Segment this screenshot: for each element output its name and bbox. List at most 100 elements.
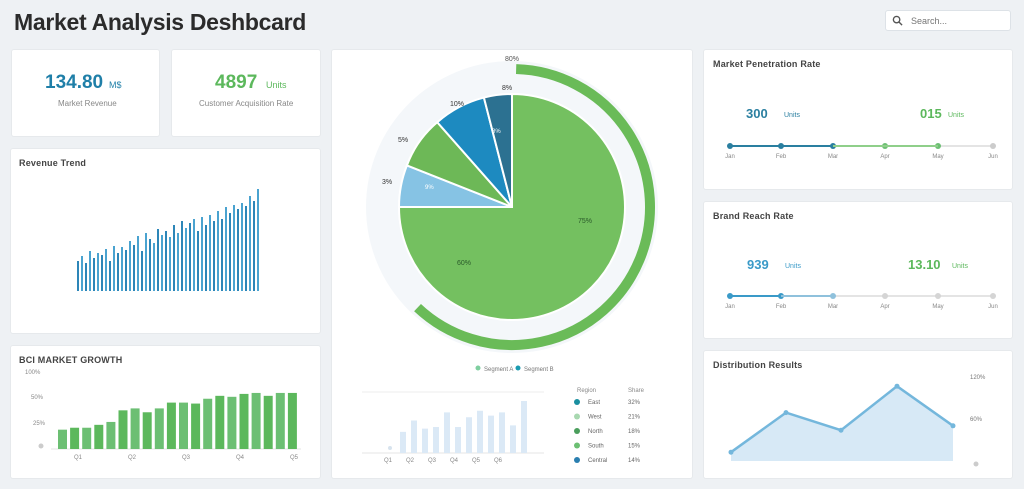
progress-dot bbox=[990, 293, 996, 299]
progress-right-value: 13.10 bbox=[908, 257, 941, 272]
card-title: BCI MARKET GROWTH bbox=[19, 355, 123, 365]
growth-bar bbox=[58, 429, 67, 449]
x-tick-label: Q6 bbox=[494, 458, 503, 464]
trend-bar bbox=[213, 221, 215, 291]
progress-step-label: Jan bbox=[725, 154, 735, 160]
progress-dot bbox=[882, 293, 888, 299]
progress-dot bbox=[935, 293, 941, 299]
growth-bar bbox=[94, 424, 104, 449]
legend-dot bbox=[515, 365, 521, 371]
growth-bar bbox=[118, 410, 128, 449]
progress-dot bbox=[990, 143, 996, 149]
pie-label: 8% bbox=[502, 85, 512, 92]
trend-bar bbox=[165, 231, 167, 291]
table-row-name: West bbox=[588, 415, 602, 421]
x-tick-label: Q4 bbox=[450, 458, 459, 464]
search-icon bbox=[892, 15, 903, 26]
table-row-value: 18% bbox=[628, 429, 641, 435]
trend-bar bbox=[161, 235, 163, 291]
progress-left-value: 300 bbox=[746, 106, 768, 121]
trend-bar bbox=[249, 196, 251, 291]
trend-bar bbox=[185, 228, 187, 291]
trend-bar bbox=[177, 233, 179, 291]
line-point bbox=[894, 383, 900, 389]
growth-bar bbox=[239, 393, 249, 449]
mini-bar bbox=[477, 410, 483, 453]
legend-dot bbox=[973, 461, 979, 467]
table-row-value: 21% bbox=[628, 415, 641, 421]
market-growth-card: BCI MARKET GROWTH 100% 50% 25% Q1 Q2 Q3 Q4 Q5 bbox=[11, 346, 320, 478]
x-tick-label: Q2 bbox=[128, 455, 137, 461]
table-row-swatch bbox=[574, 457, 580, 463]
distribution-card: Distribution Results 120% 60% bbox=[704, 351, 1012, 478]
progress-right-value: 015 bbox=[920, 106, 942, 121]
growth-bar bbox=[191, 403, 201, 449]
growth-bar bbox=[154, 408, 164, 449]
search-box[interactable] bbox=[885, 10, 1011, 31]
growth-bar bbox=[130, 408, 140, 449]
trend-bar bbox=[141, 251, 143, 291]
pie-label: 5% bbox=[398, 137, 408, 144]
card-title: Revenue Trend bbox=[19, 158, 87, 168]
progress-step-label: Apr bbox=[880, 304, 889, 310]
growth-bar bbox=[287, 392, 297, 449]
pie-label: 9% bbox=[425, 185, 434, 191]
legend-label: Segment B bbox=[524, 367, 554, 373]
trend-bar bbox=[205, 225, 207, 291]
table-row-value: 15% bbox=[628, 444, 641, 450]
brand-reach-card: Brand Reach Rate 939 Units 13.10 Units Jan Fe… bbox=[704, 202, 1012, 338]
penetration-progress: 300 Units 015 Units Jan Feb Mar Apr May Jun bbox=[725, 106, 998, 160]
line-point bbox=[783, 410, 789, 416]
mini-bar bbox=[466, 417, 472, 453]
table-row-value: 32% bbox=[628, 400, 641, 406]
kpi-card-revenue: 134.80 M$ Market Revenue bbox=[12, 50, 159, 136]
x-tick-label: Q3 bbox=[182, 455, 191, 461]
y-tick-label: 25% bbox=[33, 421, 46, 427]
pie-slice bbox=[397, 92, 626, 321]
trend-bar bbox=[149, 239, 151, 291]
trend-bar bbox=[229, 213, 231, 291]
growth-bar bbox=[263, 395, 273, 449]
progress-right-unit: Units bbox=[952, 263, 968, 270]
mini-bar bbox=[411, 420, 417, 453]
x-tick-label: Q5 bbox=[472, 458, 481, 464]
progress-step-label: Apr bbox=[880, 154, 889, 160]
trend-bar bbox=[241, 203, 243, 291]
progress-left-unit: Units bbox=[784, 112, 800, 119]
pie-label: 60% bbox=[457, 260, 471, 267]
penetration-card: Market Penetration Rate 300 Units 015 Units… bbox=[704, 50, 1012, 189]
legend-dot bbox=[38, 443, 44, 449]
market-growth-chart: 100% 50% 25% Q1 Q2 Q3 Q4 Q5 bbox=[25, 370, 301, 461]
y-tick-label: 100% bbox=[25, 370, 41, 376]
revenue-trend-card: Revenue Trend bbox=[11, 149, 320, 333]
card-title: Market Penetration Rate bbox=[713, 59, 821, 69]
trend-bar bbox=[189, 223, 191, 291]
x-tick-label: Q4 bbox=[236, 455, 245, 461]
kpi-card-acquisition: 4897 Units Customer Acquisition Rate bbox=[172, 50, 320, 136]
line-point bbox=[838, 427, 844, 433]
search-input[interactable] bbox=[911, 15, 1001, 26]
brand-reach-progress: 939 Units 13.10 Units Jan Feb Mar Apr May Jun bbox=[725, 257, 998, 310]
kpi-unit: Units bbox=[266, 80, 287, 90]
trend-bar bbox=[137, 236, 139, 291]
market-share-card: 80% 8% 10% 5% 3% 75% 60% 8% 9% Segment A Segment B… bbox=[332, 50, 692, 478]
mini-bar-dot bbox=[388, 446, 392, 450]
trend-bar bbox=[113, 246, 115, 291]
growth-bar bbox=[106, 421, 116, 449]
progress-step-label: May bbox=[932, 154, 943, 160]
trend-bar bbox=[89, 251, 91, 291]
card-title: Brand Reach Rate bbox=[713, 211, 794, 221]
progress-dot bbox=[778, 143, 784, 149]
mini-bar bbox=[510, 425, 516, 453]
legend-dot bbox=[475, 365, 481, 371]
mini-bar bbox=[400, 431, 406, 453]
mini-bar bbox=[455, 427, 461, 453]
trend-bar bbox=[81, 256, 83, 291]
trend-bar bbox=[217, 211, 219, 291]
progress-step-label: Jun bbox=[988, 154, 998, 160]
pie-slice bbox=[482, 92, 513, 208]
table-row-swatch bbox=[574, 428, 580, 434]
kpi-label: Market Revenue bbox=[58, 99, 117, 108]
growth-bar bbox=[275, 392, 285, 449]
progress-step-label: Feb bbox=[776, 304, 787, 310]
